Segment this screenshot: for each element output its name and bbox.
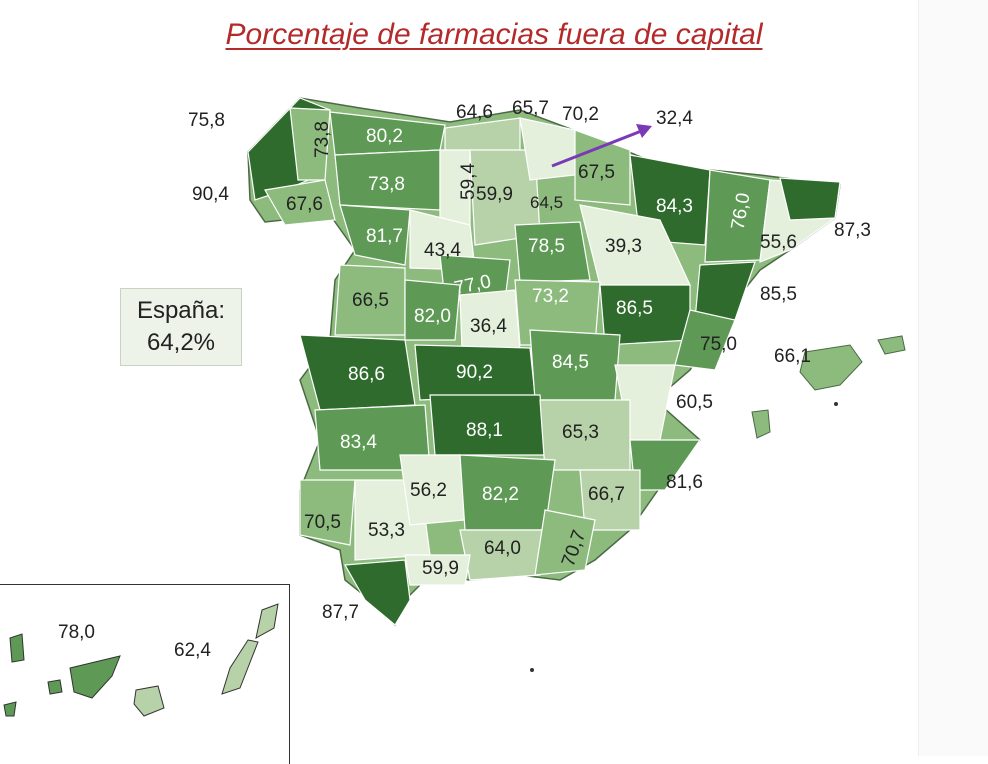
- region-malaga: [404, 554, 471, 586]
- value-label: 85,5: [760, 284, 797, 305]
- value-label: 62,4: [174, 640, 211, 661]
- value-label: 70,2: [562, 104, 599, 125]
- national-total-label: España:: [136, 297, 226, 324]
- value-label: 66,1: [774, 346, 811, 367]
- value-label: 32,4: [656, 108, 693, 129]
- region-soria: [514, 221, 591, 283]
- value-label: 66,7: [588, 484, 625, 505]
- island-mallorca: [799, 344, 863, 391]
- value-label: 73,2: [532, 286, 569, 307]
- value-label: 70,5: [304, 512, 341, 533]
- region-cadiz: [344, 559, 411, 626]
- region-tarragona: [694, 261, 756, 321]
- region-castellon: [674, 309, 736, 371]
- region-zamora: [339, 204, 411, 266]
- value-label: 90,2: [456, 362, 493, 383]
- value-label: 75,0: [700, 334, 737, 355]
- value-label: 56,2: [410, 480, 447, 501]
- value-label: 64,6: [456, 102, 493, 123]
- island-fuerteventura: [221, 639, 259, 695]
- value-label: 86,6: [348, 364, 385, 385]
- value-label: 81,7: [366, 226, 403, 247]
- page-right-margin: [918, 0, 988, 756]
- value-label: 66,5: [352, 290, 389, 311]
- value-label: 75,8: [188, 110, 225, 131]
- value-label: 73,8: [312, 121, 333, 158]
- value-label: 39,3: [605, 236, 642, 257]
- national-total-box: España: 64,2%: [120, 288, 242, 366]
- island-small: [834, 402, 838, 406]
- value-label: 59,9: [422, 558, 459, 579]
- island-gomera: [47, 679, 63, 695]
- value-label: 55,6: [760, 232, 797, 253]
- canary-islands-inset-frame: [0, 584, 290, 764]
- value-label: 80,2: [366, 126, 403, 147]
- value-label: 87,7: [322, 602, 359, 623]
- island-hierro: [3, 701, 17, 717]
- value-label: 64,0: [484, 538, 521, 559]
- value-label: 84,5: [552, 352, 589, 373]
- value-label: 84,3: [656, 196, 693, 217]
- value-label: 82,0: [414, 306, 451, 327]
- region-avila: [404, 279, 461, 341]
- value-label: 82,2: [482, 484, 519, 505]
- value-label: 67,5: [578, 162, 615, 183]
- value-label: 60,5: [676, 392, 713, 413]
- island-lanzarote: [255, 603, 279, 639]
- value-label: 87,3: [834, 220, 871, 241]
- value-label: 78,0: [58, 622, 95, 643]
- value-label: 73,8: [368, 174, 405, 195]
- callout-arrow: [551, 128, 645, 168]
- value-label: 67,6: [286, 194, 323, 215]
- region-girona: [779, 177, 841, 221]
- value-label: 65,3: [562, 422, 599, 443]
- value-label: 53,3: [368, 520, 405, 541]
- value-label: 83,4: [340, 432, 377, 453]
- island-tenerife: [69, 655, 121, 699]
- value-label: 43,4: [424, 240, 461, 261]
- value-label: 86,5: [616, 298, 653, 319]
- value-label: 64,5: [530, 193, 563, 212]
- region-murcia: [579, 469, 641, 531]
- value-label: 78,5: [528, 236, 565, 257]
- value-label: 59,4: [458, 163, 479, 200]
- island-la-palma: [9, 633, 25, 663]
- island-alboran: [530, 668, 534, 672]
- region-pontevedra-ourense: [264, 179, 336, 226]
- value-label: 65,7: [512, 98, 549, 119]
- region-huelva: [299, 479, 356, 546]
- national-total-value: 64,2%: [146, 329, 216, 356]
- region-almeria: [534, 509, 596, 576]
- island-menorca: [877, 335, 906, 355]
- value-label: 36,4: [470, 316, 507, 337]
- island-ibiza: [751, 409, 771, 439]
- value-label: 90,4: [192, 184, 229, 205]
- callout-arrowhead: [636, 124, 652, 138]
- island-gran-canaria: [133, 685, 165, 717]
- value-label: 59,9: [476, 184, 513, 205]
- value-label: 81,6: [666, 472, 703, 493]
- map-title: Porcentaje de farmacias fuera de capital: [225, 18, 763, 51]
- value-label: 88,1: [466, 420, 503, 441]
